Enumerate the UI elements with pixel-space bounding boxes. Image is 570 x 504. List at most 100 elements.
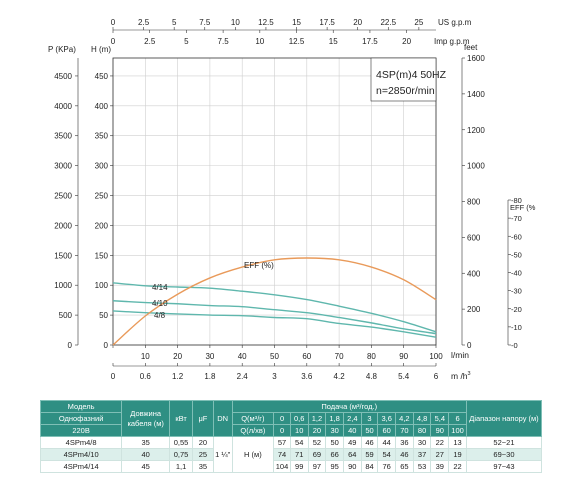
q-m3-value: 0,6: [289, 412, 309, 425]
axis-label-m3h-superscript: 3: [468, 371, 471, 377]
tick-label-pressure: 3500: [54, 132, 72, 141]
tick-label-eff: -30: [511, 287, 522, 296]
q-lmin-value: 0: [273, 424, 291, 437]
tick-label-head: 150: [95, 251, 109, 260]
cell-head: 76: [377, 460, 397, 473]
q-m3-value: 3: [360, 412, 379, 425]
q-m3-label: Q(м³/г): [231, 412, 275, 425]
tick-label-m3h: 3: [272, 372, 277, 381]
tick-label-imp: 2.5: [144, 37, 156, 46]
tick-label-m3h: 4.8: [366, 372, 378, 381]
cell-head: 65: [395, 460, 414, 473]
table-row: 4SPm4/14 45 1,1 35 104 99 97 95 90 84 76 65 53 39 22 97…: [39, 460, 543, 473]
tick-label-us: 15: [292, 18, 301, 27]
tick-label-lmin: 80: [367, 352, 376, 361]
cell-uf: 35: [192, 460, 214, 473]
cell-head: 59: [360, 448, 379, 461]
q-m3-value: 1,2: [307, 412, 327, 425]
cell-model: 4SPm4/8: [39, 436, 123, 449]
axis-label-us: US g.p.m: [438, 18, 472, 27]
tick-label-m3h: 5.4: [398, 372, 410, 381]
cell-head: 36: [395, 436, 414, 449]
cell-head: 69: [307, 448, 327, 461]
tick-label-imp: 7.5: [218, 37, 230, 46]
cell-head: 30: [412, 436, 432, 449]
cell-head: 39: [430, 460, 450, 473]
q-m3-value: 4,8: [412, 412, 432, 425]
q-lmin-value: 70: [395, 424, 414, 437]
tick-label-m3h: 1.2: [172, 372, 184, 381]
title-box: [370, 57, 437, 102]
header-range: Діапазон напору (м): [465, 400, 543, 437]
cell-kw: 0,55: [169, 436, 194, 449]
tick-label-lmin: 40: [238, 352, 247, 361]
tick-label-head: 50: [99, 311, 108, 320]
axis-label-pressure: P (KPa): [48, 45, 76, 54]
tick-label-eff: -50: [511, 250, 522, 259]
header-dn: DN: [212, 400, 233, 437]
series-label: 4/14: [152, 283, 168, 292]
cell-head: 54: [289, 436, 309, 449]
tick-label-us: 0: [111, 18, 116, 27]
series-label: 4/10: [152, 299, 168, 308]
tick-label-pressure: 500: [59, 311, 73, 320]
tick-label-pressure: 0: [68, 341, 73, 350]
header-voltage: 220В: [39, 424, 123, 437]
cell-range: 97~43: [465, 460, 543, 473]
curve-4-10: [112, 300, 437, 335]
cell-cable: 45: [121, 460, 171, 473]
tick-label-imp: 12.5: [289, 37, 305, 46]
tick-label-head: 100: [95, 281, 109, 290]
tick-label-m3h: 4.2: [334, 372, 346, 381]
cell-head: 54: [377, 448, 397, 461]
cell-kw: 0,75: [169, 448, 194, 461]
tick-label-lmin: 60: [302, 352, 311, 361]
q-lmin-value: 10: [289, 424, 309, 437]
tick-label-imp: 0: [111, 37, 116, 46]
tick-label-eff: -40: [511, 269, 522, 278]
q-lmin-value: 30: [325, 424, 344, 437]
q-m3-value: 0: [273, 412, 291, 425]
q-m3-value: 3,6: [377, 412, 397, 425]
tick-label-lmin: 90: [399, 352, 408, 361]
cell-model: 4SPm4/14: [39, 460, 123, 473]
tick-label-feet: 800: [467, 198, 481, 207]
cell-model: 4SPm4/10: [39, 448, 123, 461]
tick-label-pressure: 2000: [54, 221, 72, 230]
tick-label-imp: 10: [255, 37, 264, 46]
tick-label-imp: 5: [184, 37, 189, 46]
cell-head: 97: [307, 460, 327, 473]
q-m3-value: 1,8: [325, 412, 344, 425]
cell-head: 66: [325, 448, 344, 461]
q-lmin-value: 40: [342, 424, 362, 437]
tick-label-feet: 1600: [467, 54, 485, 63]
cell-head: 71: [289, 448, 309, 461]
tick-label-us: 20: [353, 18, 362, 27]
tick-label-lmin: 30: [205, 352, 214, 361]
cell-uf: 20: [192, 436, 214, 449]
tick-label-head: 450: [95, 72, 109, 81]
tick-label-us: 17.5: [319, 18, 335, 27]
header-uf: μF: [192, 400, 214, 437]
tick-label-us: 7.5: [199, 18, 211, 27]
q-lmin-value: 90: [430, 424, 450, 437]
cell-head: 53: [412, 460, 432, 473]
axis-label-imp: Imp g.p.m: [434, 37, 470, 46]
series-label: EFF (%): [244, 261, 274, 270]
tick-label-lmin: 10: [141, 352, 150, 361]
tick-label-us: 10: [231, 18, 240, 27]
tick-label-pressure: 4500: [54, 72, 72, 81]
tick-label-imp: 15: [329, 37, 338, 46]
axis-label-lmin: l/min: [451, 350, 469, 360]
curve-4-14: [112, 282, 437, 333]
cell-head: 44: [377, 436, 397, 449]
cell-head: 46: [360, 436, 379, 449]
axis-label-m3h-text: m /h: [451, 371, 468, 381]
header-phase: Однофазний: [39, 412, 123, 425]
cell-head: 57: [273, 436, 291, 449]
tick-label-pressure: 3000: [54, 162, 72, 171]
cell-head: 27: [430, 448, 450, 461]
cell-head: 49: [342, 436, 362, 449]
tick-label-m3h: 1.8: [204, 372, 216, 381]
tick-label-lmin: 50: [270, 352, 279, 361]
